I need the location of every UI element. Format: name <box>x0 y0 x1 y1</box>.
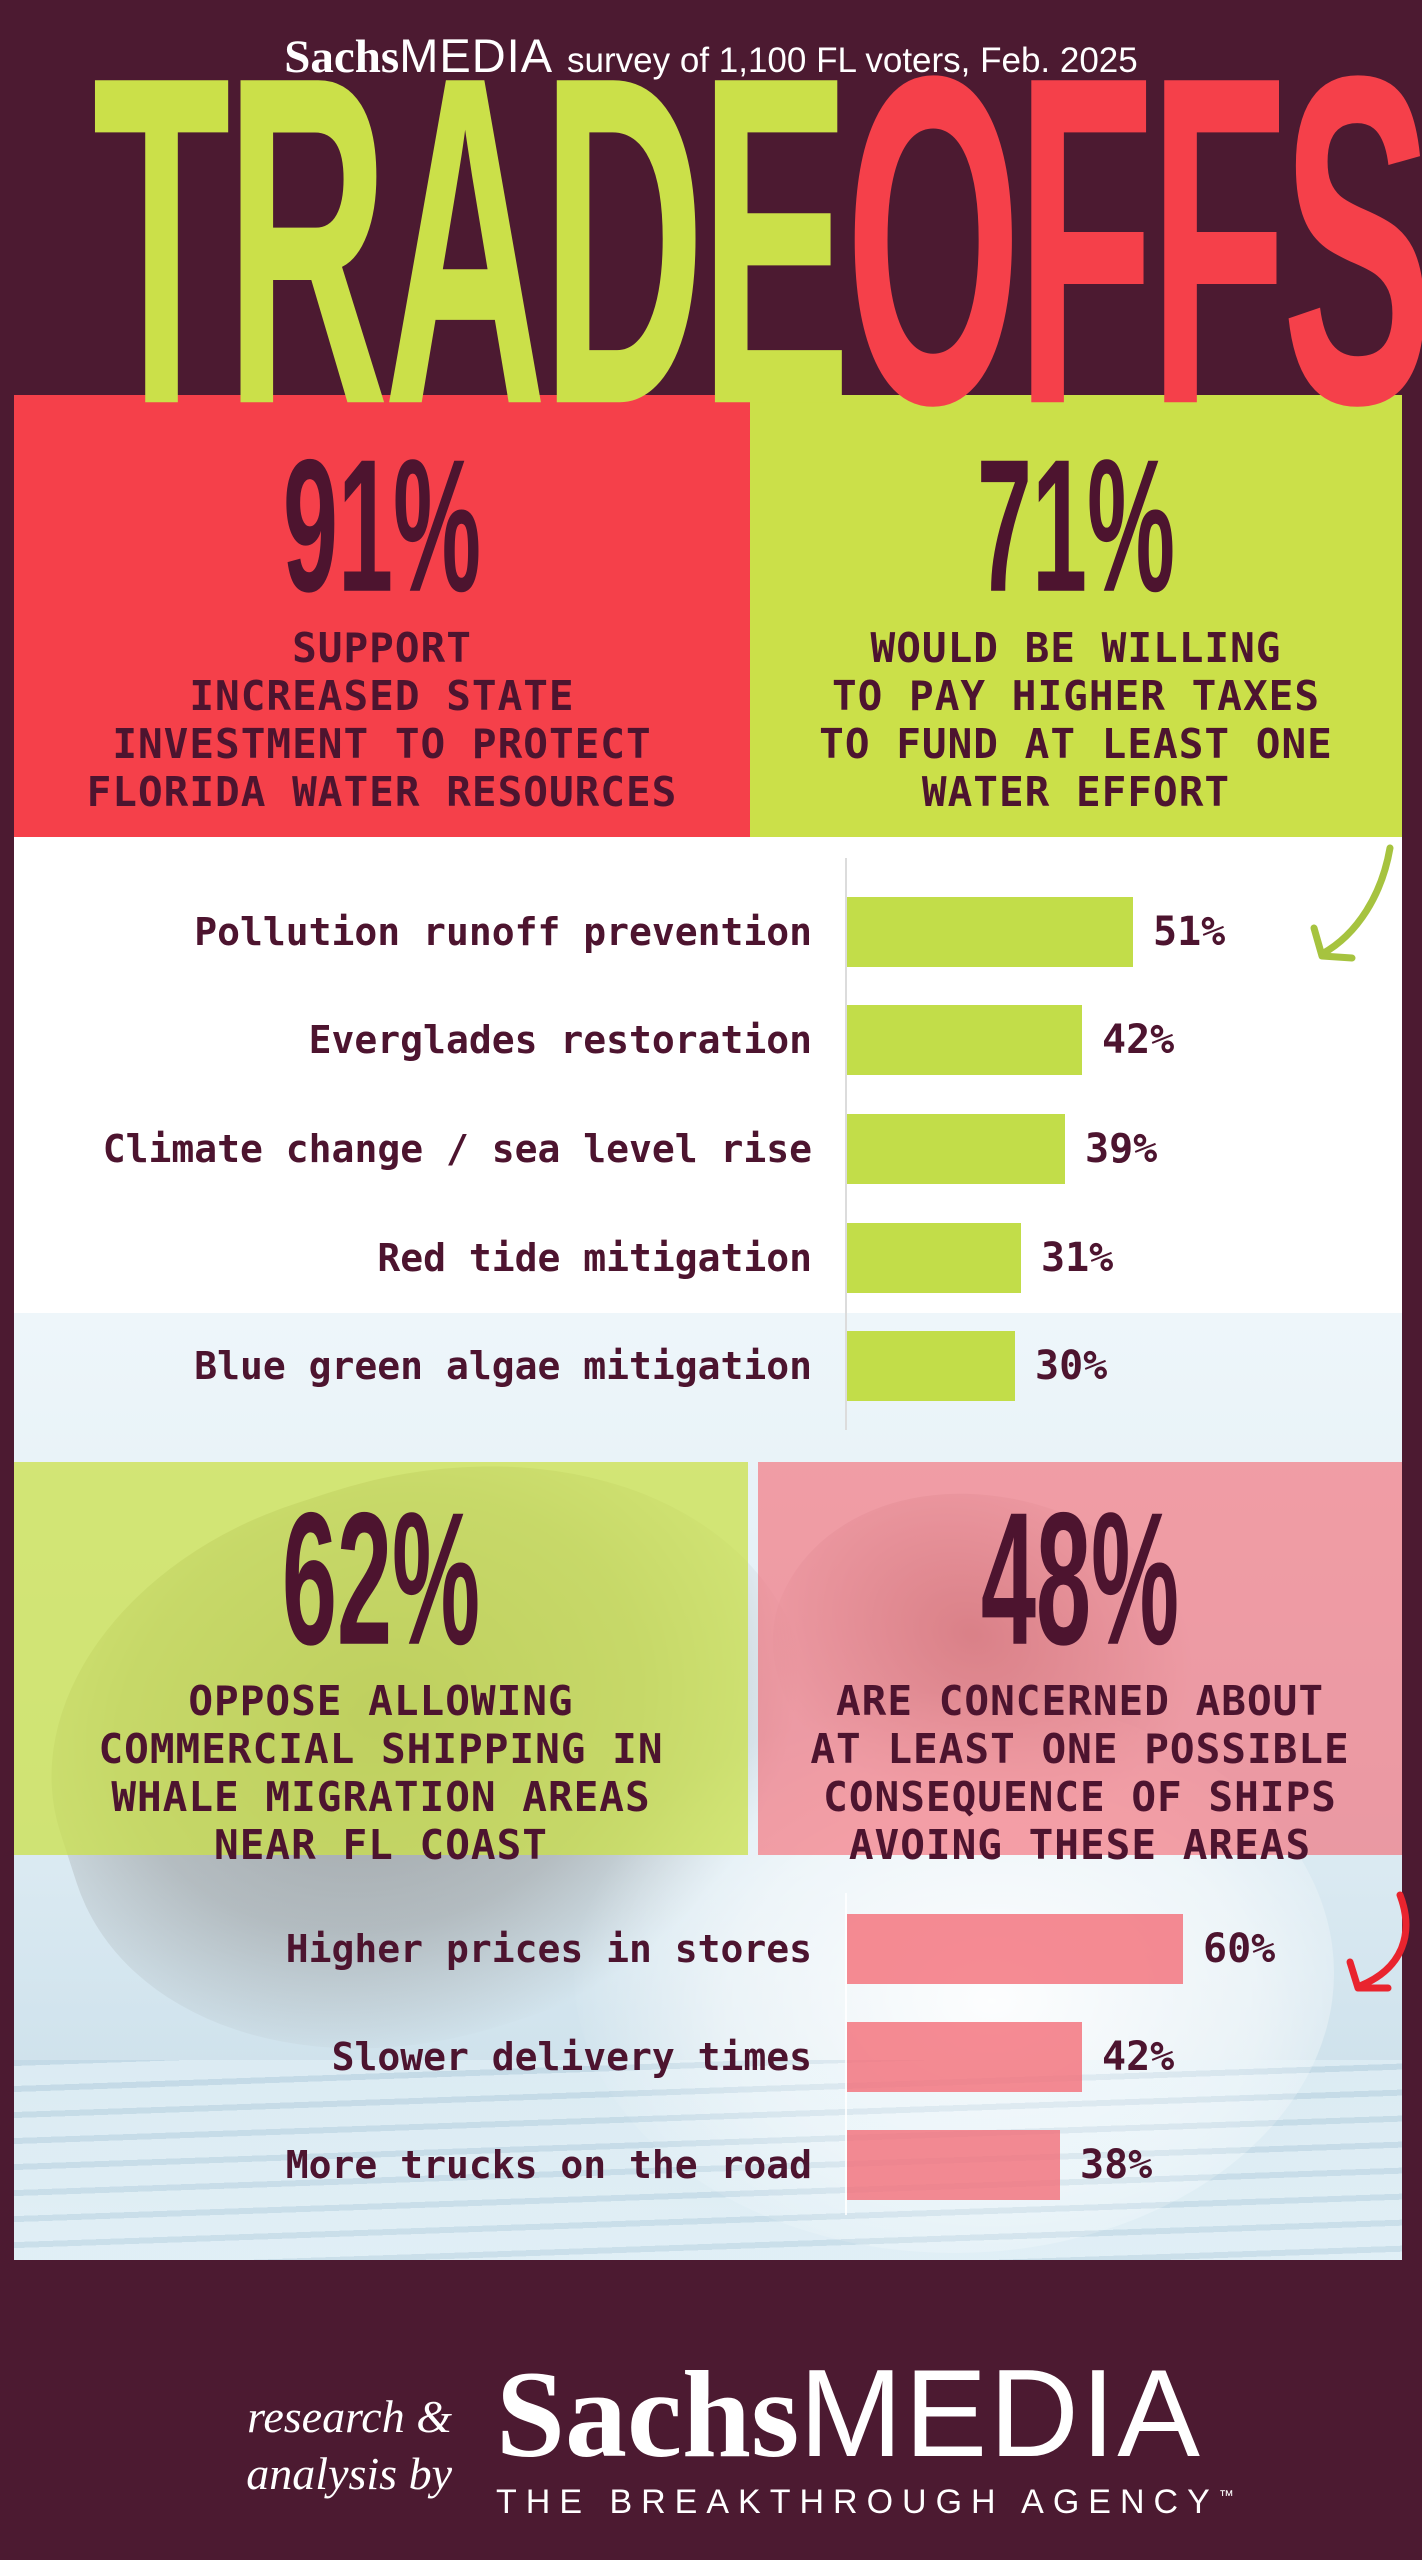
chart2-value-label: 42% <box>1102 2034 1175 2080</box>
chart2-category-label: Higher prices in stores <box>285 1927 812 1971</box>
footer-logo: SachsMEDIA THE BREAKTHROUGH AGENCY™ <box>496 2352 1234 2522</box>
footer-credit: research & analysis by <box>0 2388 452 2502</box>
chart1-bar <box>847 1223 1021 1293</box>
chart1-row: Climate change / sea level rise 39% <box>0 1114 1422 1184</box>
stat-caption-line: OPPOSE ALLOWING <box>188 1677 574 1725</box>
chart2-row: Slower delivery times 42% <box>0 2022 1422 2092</box>
chart1-category-label: Pollution runoff prevention <box>194 910 812 954</box>
stat-block-48: 48% ARE CONCERNED ABOUT AT LEAST ONE POS… <box>758 1462 1402 1869</box>
chart2-bar <box>847 2130 1060 2200</box>
chart1-row: Red tide mitigation 31% <box>0 1223 1422 1293</box>
chart1-bar <box>847 1114 1065 1184</box>
stat-value: 71% <box>976 420 1176 632</box>
chart2-category-label: More trucks on the road <box>285 2143 812 2187</box>
brand-sans: MEDIA <box>399 29 554 82</box>
chart1-category-label: Climate change / sea level rise <box>102 1127 812 1171</box>
chart1-value-label: 30% <box>1035 1343 1108 1389</box>
chart1-row: Everglades restoration 42% <box>0 1005 1422 1075</box>
stat-caption-line: WOULD BE WILLING <box>870 624 1282 672</box>
stat-caption: WOULD BE WILLING TO PAY HIGHER TAXES TO … <box>750 624 1402 816</box>
footer-credit-line: analysis by <box>246 2448 452 2499</box>
stat-caption-line: ARE CONCERNED ABOUT <box>836 1677 1324 1725</box>
chart1-bar <box>847 1331 1015 1401</box>
chart2-bar <box>847 2022 1082 2092</box>
stat-caption-line: AT LEAST ONE POSSIBLE <box>810 1725 1350 1773</box>
chart2-row: More trucks on the road 38% <box>0 2130 1422 2200</box>
footer-brand-serif: Sachs <box>496 2346 800 2483</box>
chart1-bar <box>847 897 1133 967</box>
title-trade: TRADE <box>92 0 850 503</box>
footer-credit-line: research & <box>247 2391 452 2442</box>
stat-caption-line: TO PAY HIGHER TAXES <box>832 672 1320 720</box>
stat-caption-line: CONSEQUENCE OF SHIPS <box>823 1773 1337 1821</box>
stat-caption-line: AVOING THESE AREAS <box>848 1821 1312 1869</box>
trademark-symbol: ™ <box>1218 2487 1234 2505</box>
stat-caption: SUPPORT INCREASED STATE INVESTMENT TO PR… <box>14 624 750 816</box>
stat-value: 62% <box>281 1473 481 1685</box>
stat-caption-line: WHALE MIGRATION AREAS <box>111 1773 651 1821</box>
brand-serif: Sachs <box>284 31 400 83</box>
stat-caption-line: SUPPORT <box>292 624 472 672</box>
chart2-row: Higher prices in stores 60% <box>0 1914 1422 1984</box>
stat-block-62: 62% OPPOSE ALLOWING COMMERCIAL SHIPPING … <box>14 1462 748 1869</box>
chart1-value-label: 31% <box>1041 1235 1114 1281</box>
header-brand-line: SachsMEDIA survey of 1,100 FL voters, Feb… <box>0 28 1422 84</box>
stat-caption-line: COMMERCIAL SHIPPING IN <box>98 1725 664 1773</box>
water-efforts-chart-background <box>14 837 1402 1313</box>
chart2-bar <box>847 1914 1183 1984</box>
green-curved-arrow-icon <box>1310 844 1394 962</box>
stat-value: 91% <box>282 420 482 632</box>
footer-brand-sans: MEDIA <box>799 2345 1202 2483</box>
chart1-row: Blue green algae mitigation 30% <box>0 1331 1422 1401</box>
stat-block-91: 91% SUPPORT INCREASED STATE INVESTMENT T… <box>14 395 750 837</box>
stat-caption-line: FLORIDA WATER RESOURCES <box>86 768 678 816</box>
chart2-axis-line <box>845 1893 847 2215</box>
page-title: TRADEOFFS <box>92 8 1422 476</box>
stat-caption-line: INCREASED STATE <box>189 672 575 720</box>
title-offs: OFFS <box>845 0 1422 503</box>
header-subtitle: survey of 1,100 FL voters, Feb. 2025 <box>567 41 1138 80</box>
chart1-bar <box>847 1005 1082 1075</box>
stat-caption: ARE CONCERNED ABOUT AT LEAST ONE POSSIBL… <box>758 1677 1402 1869</box>
chart1-row: Pollution runoff prevention 51% <box>0 897 1422 967</box>
stat-caption-line: TO FUND AT LEAST ONE <box>819 720 1333 768</box>
stat-block-71: 71% WOULD BE WILLING TO PAY HIGHER TAXES… <box>750 395 1402 837</box>
chart2-value-label: 60% <box>1203 1926 1276 1972</box>
stat-value: 48% <box>980 1473 1180 1685</box>
chart1-axis-line <box>845 858 847 1430</box>
footer-tagline: THE BREAKTHROUGH AGENCY™ <box>496 2483 1234 2522</box>
footer-brand: SachsMEDIA <box>496 2352 1234 2477</box>
chart2-category-label: Slower delivery times <box>331 2035 812 2079</box>
stat-caption-line: NEAR FL COAST <box>214 1821 548 1869</box>
chart1-value-label: 42% <box>1102 1017 1175 1063</box>
chart2-value-label: 38% <box>1080 2142 1153 2188</box>
red-curved-arrow-icon <box>1346 1891 1410 1992</box>
chart1-value-label: 39% <box>1085 1126 1158 1172</box>
chart1-category-label: Blue green algae mitigation <box>194 1344 812 1388</box>
stat-caption: OPPOSE ALLOWING COMMERCIAL SHIPPING IN W… <box>14 1677 748 1869</box>
chart1-value-label: 51% <box>1153 909 1226 955</box>
footer-tagline-text: THE BREAKTHROUGH AGENCY <box>496 2483 1219 2521</box>
stat-caption-line: INVESTMENT TO PROTECT <box>112 720 652 768</box>
stat-caption-line: WATER EFFORT <box>921 768 1231 816</box>
chart1-category-label: Everglades restoration <box>308 1018 812 1062</box>
chart1-category-label: Red tide mitigation <box>377 1236 812 1280</box>
water-ripples <box>14 2060 1402 2260</box>
